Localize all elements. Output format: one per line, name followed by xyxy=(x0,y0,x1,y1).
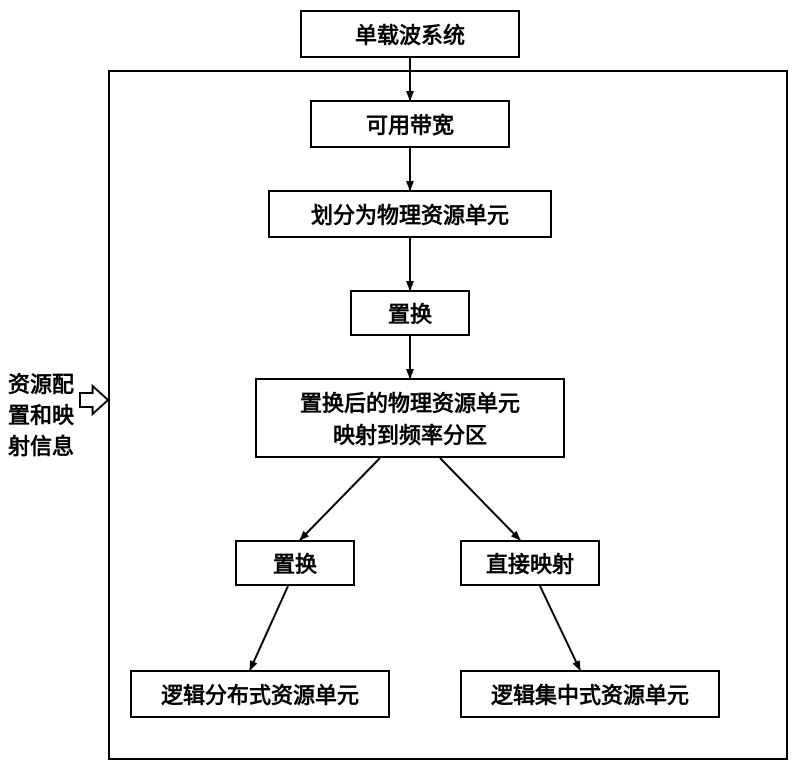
node-logical-distributed-resource-unit: 逻辑分布式资源单元 xyxy=(130,670,390,718)
node-label: 置换 xyxy=(273,547,317,579)
node-permutation-1: 置换 xyxy=(350,290,470,336)
side-label-line1: 资源配 xyxy=(8,370,74,401)
node-label: 划分为物理资源单元 xyxy=(311,198,509,230)
side-label-line2: 置和映 xyxy=(8,401,74,432)
node-label: 单载波系统 xyxy=(355,18,465,50)
node-permutation-2: 置换 xyxy=(235,540,355,586)
node-map-to-frequency-partition: 置换后的物理资源单元 映射到频率分区 xyxy=(255,378,565,458)
node-logical-centralized-resource-unit: 逻辑集中式资源单元 xyxy=(460,670,720,718)
node-label: 可用带宽 xyxy=(366,108,454,140)
node-available-bandwidth: 可用带宽 xyxy=(310,100,510,148)
node-label-line2: 映射到频率分区 xyxy=(300,418,520,450)
side-label-resource-config-mapping-info: 资源配 置和映 射信息 xyxy=(8,370,74,462)
node-single-carrier-system: 单载波系统 xyxy=(300,10,520,58)
node-direct-mapping: 直接映射 xyxy=(460,540,600,586)
node-label: 逻辑集中式资源单元 xyxy=(491,678,689,710)
node-label-line1: 置换后的物理资源单元 xyxy=(300,386,520,418)
node-label: 逻辑分布式资源单元 xyxy=(161,678,359,710)
node-label: 直接映射 xyxy=(486,547,574,579)
side-label-line3: 射信息 xyxy=(8,432,74,463)
node-divide-physical-resource-units: 划分为物理资源单元 xyxy=(268,190,552,238)
node-label: 置换 xyxy=(388,297,432,329)
flowchart-canvas: 单载波系统 可用带宽 划分为物理资源单元 置换 置换后的物理资源单元 映射到频率… xyxy=(0,0,800,765)
